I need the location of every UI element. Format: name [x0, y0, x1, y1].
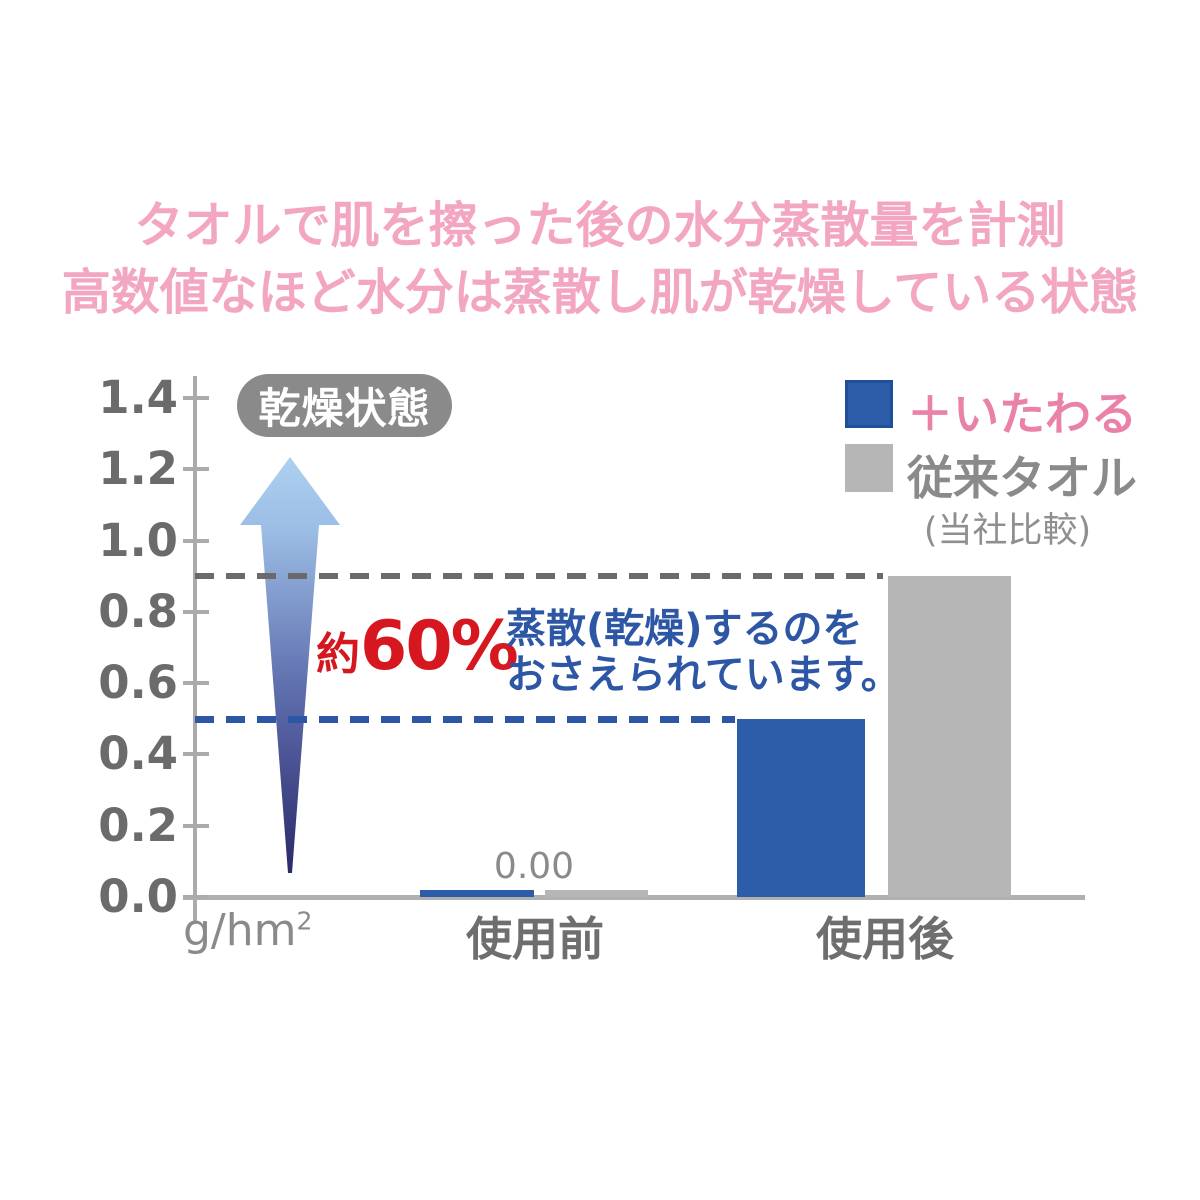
- legend-label-conventional: 従来タオル: [907, 451, 1137, 505]
- y-tick-label: 0.4: [98, 727, 178, 781]
- plot-area: 0.00: [195, 398, 1085, 897]
- upward-arrow-icon: [240, 457, 340, 873]
- dry-state-badge: 乾燥状態: [237, 374, 452, 437]
- annotation-suppressed-line2: おさえられています。: [506, 652, 901, 698]
- y-tick-mark: [183, 895, 209, 899]
- x-axis-line: [183, 895, 1085, 900]
- reference-line-conventional: [195, 573, 883, 580]
- bar-itawaru-before: [420, 890, 534, 897]
- x-label-before: 使用前: [466, 912, 604, 966]
- chart-title-line2: 高数値なほど水分は蒸散し肌が乾燥している状態: [61, 264, 1139, 321]
- reference-line-itawaru: [195, 715, 735, 723]
- unit-superscript: 2: [296, 906, 313, 936]
- y-tick-mark: [183, 681, 209, 686]
- chart-title: タオルで肌を擦った後の水分蒸散量を計測 高数値なほど水分は蒸散し肌が乾燥している…: [0, 192, 1200, 326]
- annotation-60-percent: 約60%: [316, 607, 519, 686]
- y-tick-label: 0.2: [98, 798, 178, 852]
- bar-itawaru-after: [737, 718, 865, 897]
- legend-swatch-conventional: [845, 444, 893, 492]
- y-tick-label: 1.2: [98, 442, 178, 496]
- x-label-after: 使用後: [816, 912, 954, 966]
- annotation-suppressed: 蒸散(乾燥)するのを おさえられています。: [506, 606, 901, 698]
- y-tick-label: 1.4: [98, 371, 178, 424]
- annotation-suppressed-line1: 蒸散(乾燥)するのを: [506, 606, 863, 652]
- y-tick-mark: [183, 396, 209, 400]
- y-tick-mark: [183, 752, 209, 757]
- y-tick-label: 0.0: [98, 870, 178, 923]
- y-axis-unit-label: g/hm2: [183, 905, 312, 956]
- bar-conventional-before: [545, 890, 648, 897]
- y-tick-label: 1.0: [98, 513, 178, 567]
- chart-title-line1: タオルで肌を擦った後の水分蒸散量を計測: [134, 197, 1066, 254]
- annotation-percent: 60%: [360, 607, 519, 686]
- y-tick-mark: [183, 609, 209, 614]
- value-label-before: 0.00: [493, 846, 575, 887]
- y-tick-mark: [183, 538, 209, 543]
- y-tick-label: 0.8: [98, 584, 178, 638]
- unit-base: g/hm: [183, 905, 297, 956]
- y-tick-label: 0.6: [98, 656, 178, 710]
- legend-label-itawaru: ＋いたわる: [907, 387, 1137, 441]
- y-tick-mark: [183, 823, 209, 828]
- legend-swatch-itawaru: [845, 380, 893, 428]
- y-tick-mark: [183, 467, 209, 472]
- y-axis-line: [193, 376, 197, 922]
- annotation-approx: 約: [316, 629, 360, 680]
- legend-note: (当社比較): [923, 511, 1092, 551]
- bar-conventional-after: [888, 576, 1011, 897]
